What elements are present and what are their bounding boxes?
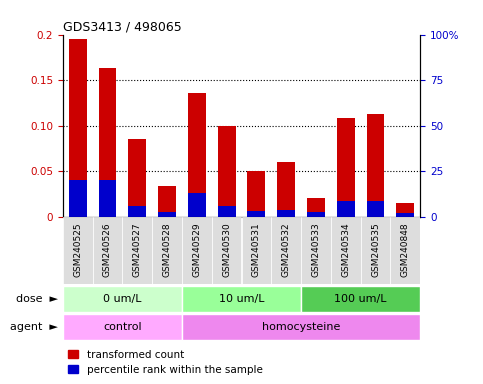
Text: GSM240848: GSM240848 xyxy=(401,222,410,277)
Bar xyxy=(69,180,86,217)
Bar xyxy=(242,217,271,284)
Bar xyxy=(218,126,236,217)
Bar xyxy=(182,286,301,311)
Text: GSM240525: GSM240525 xyxy=(73,222,82,277)
Text: homocysteine: homocysteine xyxy=(262,322,340,333)
Text: GSM240532: GSM240532 xyxy=(282,222,291,277)
Bar xyxy=(361,217,390,284)
Text: 0 um/L: 0 um/L xyxy=(103,293,142,304)
Text: GSM240530: GSM240530 xyxy=(222,222,231,277)
Bar xyxy=(390,217,420,284)
Text: GSM240534: GSM240534 xyxy=(341,222,350,277)
Bar xyxy=(301,217,331,284)
Text: GSM240535: GSM240535 xyxy=(371,222,380,277)
Bar xyxy=(331,217,361,284)
Bar xyxy=(99,68,116,217)
Bar xyxy=(277,210,295,217)
Bar xyxy=(307,198,325,217)
Text: GDS3413 / 498065: GDS3413 / 498065 xyxy=(63,20,182,33)
Bar xyxy=(99,180,116,217)
Text: GSM240531: GSM240531 xyxy=(252,222,261,277)
Bar xyxy=(397,214,414,217)
Bar xyxy=(277,162,295,217)
Bar xyxy=(158,212,176,217)
Text: GSM240528: GSM240528 xyxy=(163,222,171,277)
Bar xyxy=(122,217,152,284)
Bar xyxy=(188,193,206,217)
Bar xyxy=(63,286,182,311)
Bar xyxy=(128,139,146,217)
Bar xyxy=(158,186,176,217)
Legend: transformed count, percentile rank within the sample: transformed count, percentile rank withi… xyxy=(68,350,263,375)
Text: control: control xyxy=(103,322,142,333)
Bar xyxy=(367,200,384,217)
Bar xyxy=(63,314,182,340)
Text: GSM240527: GSM240527 xyxy=(133,222,142,277)
Bar xyxy=(182,217,212,284)
Text: GSM240529: GSM240529 xyxy=(192,222,201,277)
Bar xyxy=(247,210,265,217)
Bar xyxy=(247,171,265,217)
Text: GSM240533: GSM240533 xyxy=(312,222,320,277)
Bar xyxy=(337,200,355,217)
Bar xyxy=(63,217,93,284)
Bar xyxy=(301,286,420,311)
Bar xyxy=(212,217,242,284)
Bar xyxy=(307,212,325,217)
Bar xyxy=(128,206,146,217)
Bar xyxy=(69,39,86,217)
Text: 10 um/L: 10 um/L xyxy=(219,293,264,304)
Text: dose  ►: dose ► xyxy=(16,293,58,304)
Text: agent  ►: agent ► xyxy=(10,322,58,333)
Text: GSM240526: GSM240526 xyxy=(103,222,112,277)
Bar xyxy=(397,203,414,217)
Bar xyxy=(218,206,236,217)
Bar xyxy=(271,217,301,284)
Text: 100 um/L: 100 um/L xyxy=(334,293,387,304)
Bar xyxy=(93,217,122,284)
Bar xyxy=(367,114,384,217)
Bar xyxy=(188,93,206,217)
Bar xyxy=(152,217,182,284)
Bar xyxy=(182,314,420,340)
Bar xyxy=(337,119,355,217)
